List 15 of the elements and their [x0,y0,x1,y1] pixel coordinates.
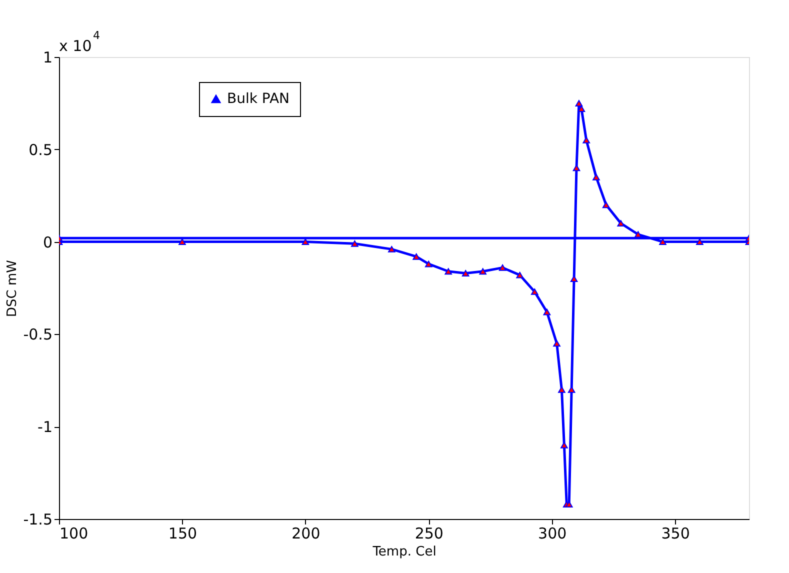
x-tick-label: 200 [292,524,320,542]
y-tick-label: 0.5 [28,140,52,159]
y-tick-label: -1 [38,418,52,436]
x-tick-label: 250 [414,524,444,542]
y-axis-title: DSC mW [5,260,20,317]
legend-label: Bulk PAN [227,91,290,107]
x-tick-label: 100 [60,524,88,542]
x-tick-label: 150 [168,524,198,542]
y-tick-label: 1 [42,48,52,66]
y-tick-label: -1.5 [23,510,52,528]
x-tick-label: 350 [661,524,690,542]
y-tick-label: -0.5 [23,326,52,344]
y-tick-label: 0 [42,233,52,252]
x-tick-label: 300 [538,524,567,542]
x-axis-title: Temp. Cel [372,544,436,560]
